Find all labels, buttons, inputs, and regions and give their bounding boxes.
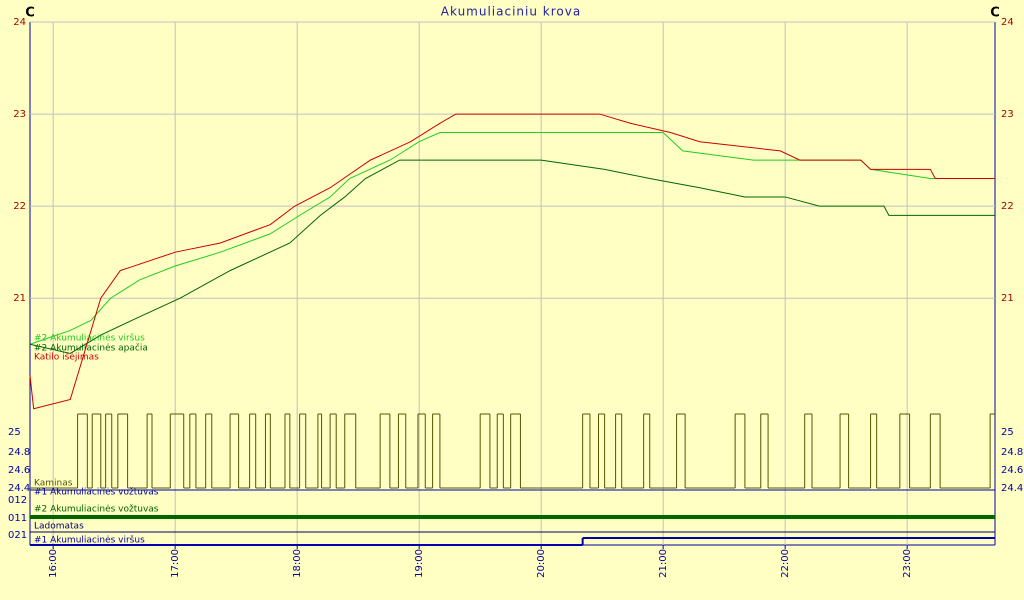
y-unit-left: C [25,6,35,21]
series-line [29,159,995,355]
y-tick-label: 24 [13,17,26,28]
legend-label: #1 Akumuliacinės viršus [34,535,145,546]
x-tick-label: 21:00 [658,549,669,578]
y-tick-label: 21 [13,293,26,304]
legend-label: Ladomatas [34,522,84,532]
y-tick-label-right: 23 [1001,109,1014,120]
x-tick-label: 16:00 [48,549,59,578]
legend-label: #2 Akumuliacinės apačia [34,343,148,354]
x-tick-label: 22:00 [780,549,791,578]
legend-label: Kaminas [34,479,73,489]
lower-tick-label-right: 24.6 [1001,465,1023,476]
lower-tick-label: 25 [8,427,21,438]
series-line [29,113,995,410]
x-tick-label: 20:00 [536,549,547,578]
x-tick-label: 18:00 [292,549,303,578]
chart-title: Akumuliaciniu krova [441,5,581,19]
x-tick-label: 19:00 [414,549,425,578]
lower-tick-label-right: 25 [1001,427,1014,438]
x-tick-label: 23:00 [902,549,913,578]
y-tick-label-right: 24 [1001,17,1014,28]
legend-label: #2 Akumuliacinės vožtuvas [34,505,159,515]
y-tick-label-right: 21 [1001,293,1014,304]
lower-tick-label: 24.4 [8,483,30,494]
legend-label: Katilo išėjimas [34,352,99,363]
y-tick-label: 22 [13,201,26,212]
y-unit-right: C [990,6,1000,21]
lower-tick-label: 24.6 [8,465,30,476]
lower-tick-label-right: 24.4 [1001,483,1023,494]
legend-label: #2 Akumuliacinės viršus [34,333,145,344]
x-tick-label: 17:00 [170,549,181,578]
y-tick-label-right: 22 [1001,201,1014,212]
lower-tick-label: 021 [8,530,27,541]
lower-tick-label-right: 24.8 [1001,447,1023,458]
lower-tick-label: 011 [8,513,27,524]
lower-tick-label: 24.8 [8,447,30,458]
y-tick-label: 23 [13,109,26,120]
legend-label: #1 Akumuliacinės vožtuvas [34,488,159,498]
lower-tick-label: 012 [8,495,27,506]
